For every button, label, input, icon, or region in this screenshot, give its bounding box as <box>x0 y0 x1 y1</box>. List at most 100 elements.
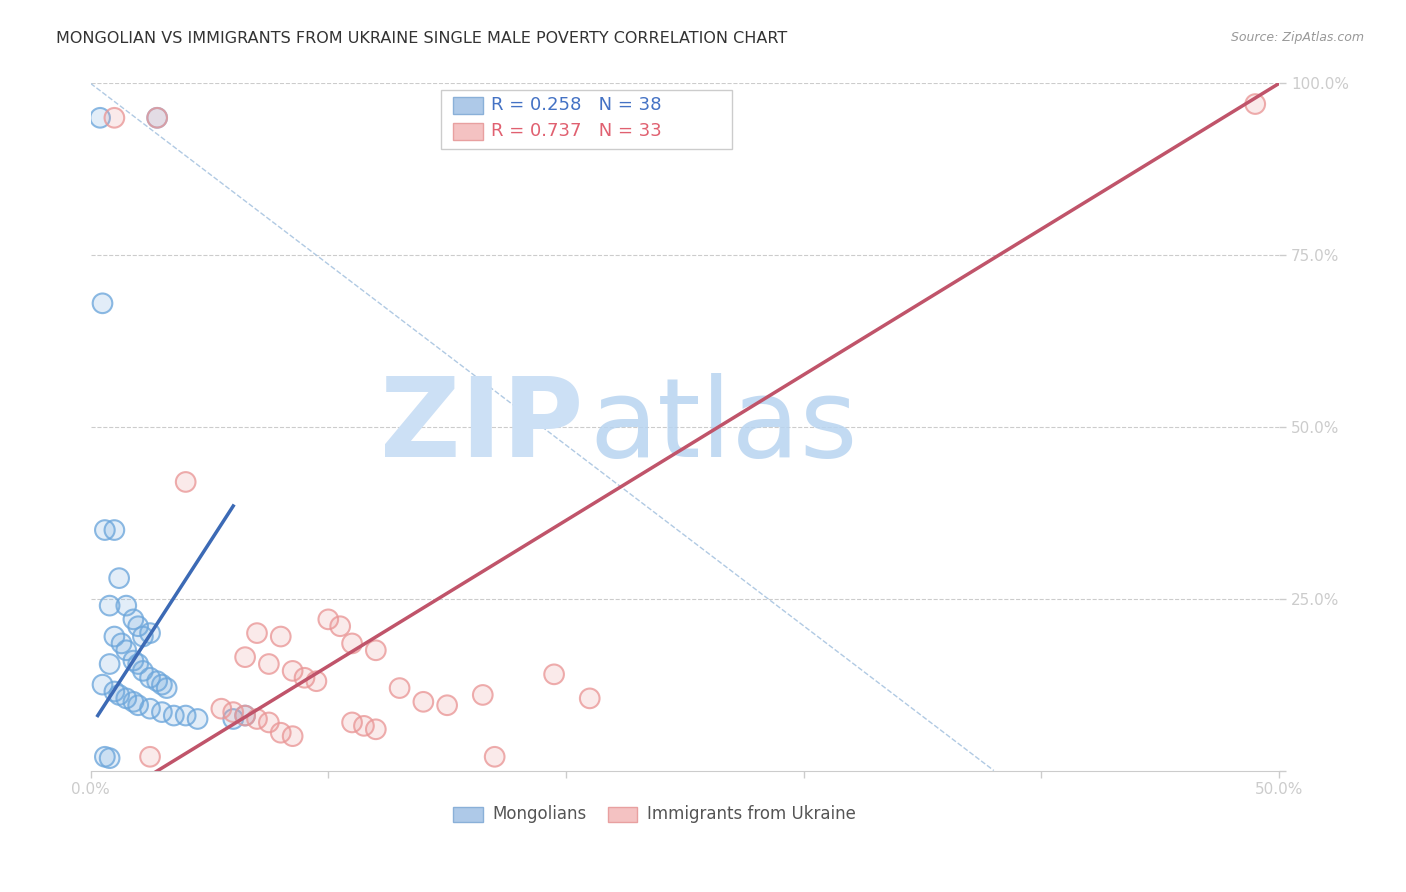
Point <box>246 712 269 726</box>
FancyBboxPatch shape <box>441 90 733 149</box>
Point <box>150 678 173 692</box>
Point <box>139 626 162 640</box>
Point <box>1244 97 1267 112</box>
Text: R = 0.258   N = 38: R = 0.258 N = 38 <box>491 96 662 114</box>
Point <box>108 688 131 702</box>
Point <box>94 523 117 537</box>
Point <box>246 626 269 640</box>
Point <box>281 729 304 743</box>
Point <box>150 705 173 719</box>
Point <box>270 725 292 739</box>
FancyBboxPatch shape <box>453 807 482 822</box>
Point <box>294 671 316 685</box>
Text: Mongolians: Mongolians <box>492 805 586 823</box>
Point <box>257 657 280 671</box>
Point <box>115 691 138 706</box>
Point <box>139 701 162 715</box>
Point <box>98 599 121 613</box>
Point <box>94 749 117 764</box>
Point <box>146 111 169 125</box>
Point <box>388 681 411 695</box>
Point <box>187 712 209 726</box>
Point <box>246 712 269 726</box>
Point <box>127 657 149 671</box>
Point <box>1244 97 1267 112</box>
Point <box>139 701 162 715</box>
Point <box>233 708 256 723</box>
Point <box>115 643 138 657</box>
Point <box>146 111 169 125</box>
Point <box>91 678 114 692</box>
Point <box>246 626 269 640</box>
Point <box>281 729 304 743</box>
Point <box>103 684 125 698</box>
Point <box>294 671 316 685</box>
Point <box>139 626 162 640</box>
Point <box>222 712 245 726</box>
Point <box>91 296 114 310</box>
Point <box>115 643 138 657</box>
Point <box>578 691 600 706</box>
Point <box>98 657 121 671</box>
Point <box>146 674 169 689</box>
Point <box>98 657 121 671</box>
Point <box>150 705 173 719</box>
Point <box>132 630 155 644</box>
Point <box>329 619 352 633</box>
Point <box>127 698 149 713</box>
Point <box>270 630 292 644</box>
Point <box>139 749 162 764</box>
Point <box>257 715 280 730</box>
FancyBboxPatch shape <box>453 122 482 140</box>
Point <box>222 705 245 719</box>
Point <box>127 657 149 671</box>
Point <box>436 698 458 713</box>
Point <box>281 664 304 678</box>
Point <box>91 678 114 692</box>
Point <box>174 708 197 723</box>
Point <box>305 674 328 689</box>
Point <box>98 751 121 765</box>
Point <box>543 667 565 681</box>
Point <box>110 636 132 650</box>
Point <box>94 523 117 537</box>
Point <box>103 111 125 125</box>
Point <box>412 695 434 709</box>
Point <box>257 657 280 671</box>
Point <box>115 691 138 706</box>
Point <box>257 715 280 730</box>
Point <box>122 612 145 626</box>
Point <box>98 751 121 765</box>
Point <box>108 571 131 585</box>
Point <box>139 671 162 685</box>
Point <box>209 701 232 715</box>
Point <box>353 719 375 733</box>
FancyBboxPatch shape <box>607 807 637 822</box>
Point <box>122 695 145 709</box>
Point <box>353 719 375 733</box>
Point <box>139 671 162 685</box>
Point <box>316 612 339 626</box>
Text: MONGOLIAN VS IMMIGRANTS FROM UKRAINE SINGLE MALE POVERTY CORRELATION CHART: MONGOLIAN VS IMMIGRANTS FROM UKRAINE SIN… <box>56 31 787 46</box>
Text: atlas: atlas <box>589 374 858 481</box>
Point <box>122 695 145 709</box>
Point <box>316 612 339 626</box>
Point <box>103 523 125 537</box>
Point <box>98 599 121 613</box>
Point <box>163 708 186 723</box>
Point <box>187 712 209 726</box>
Point <box>209 701 232 715</box>
Point <box>222 705 245 719</box>
Point <box>329 619 352 633</box>
Text: ZIP: ZIP <box>381 374 583 481</box>
Point <box>156 681 179 695</box>
Point <box>233 650 256 665</box>
Point <box>281 664 304 678</box>
Point <box>436 698 458 713</box>
Point <box>115 599 138 613</box>
Point <box>103 684 125 698</box>
Point <box>127 619 149 633</box>
FancyBboxPatch shape <box>453 97 482 114</box>
Point <box>412 695 434 709</box>
Point <box>150 678 173 692</box>
